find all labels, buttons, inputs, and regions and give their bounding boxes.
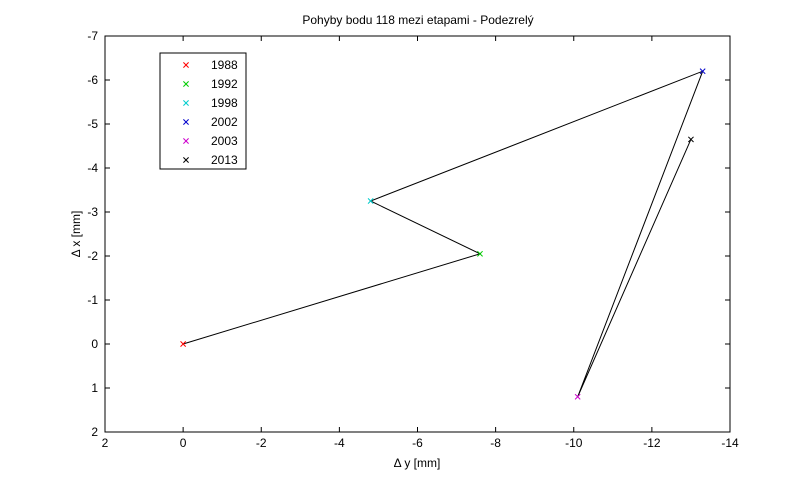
y-axis: -7 -6 -5 -4 -3 -2 -1 0 1 2 [87, 29, 730, 439]
markers [180, 68, 706, 400]
data-point-2003 [574, 393, 581, 400]
legend-marker-2003 [183, 138, 189, 144]
data-point-2002 [699, 68, 706, 75]
y-axis-label: Δ x [mm] [69, 211, 83, 258]
legend-label: 2002 [211, 115, 238, 129]
legend-label: 1998 [211, 96, 238, 110]
legend-label: 2003 [211, 134, 238, 148]
marker-stroke [180, 341, 187, 347]
data-point-2013 [687, 136, 694, 143]
y-tick-label: 2 [91, 425, 98, 439]
legend-marker-2013 [183, 157, 189, 163]
x-tick-label: 2 [102, 436, 109, 450]
legend: 1988 1992 1998 2002 2003 2013 [159, 52, 247, 170]
x-tick-label: -14 [721, 436, 739, 450]
y-tick-label: -4 [87, 161, 98, 175]
legend-marker-2002 [183, 119, 189, 125]
legend-label: 1988 [211, 58, 238, 72]
legend-marker-1992 [183, 81, 189, 87]
x-axis-label: Δ y [mm] [394, 456, 441, 470]
legend-marker-1998 [183, 100, 189, 106]
marker-stroke [477, 250, 483, 257]
marker-stroke [183, 100, 189, 106]
marker-stroke [574, 393, 581, 400]
data-point-1992 [477, 250, 483, 257]
legend-box [159, 52, 247, 170]
marker-stroke [699, 68, 706, 75]
marker-stroke [183, 81, 189, 87]
x-tick-label: -10 [565, 436, 583, 450]
x-tick-label: -12 [643, 436, 661, 450]
data-point-1988 [180, 341, 187, 347]
y-tick-label: 1 [91, 381, 98, 395]
x-tick-label: -6 [412, 436, 423, 450]
y-tick-label: -2 [87, 249, 98, 263]
marker-stroke [687, 136, 694, 143]
x-tick-label: -8 [490, 436, 501, 450]
chart-title: Pohyby bodu 118 mezi etapami - Podezrelý [302, 13, 533, 27]
y-tick-label: -1 [87, 293, 98, 307]
trajectory-line [182, 70, 704, 398]
marker-stroke [183, 138, 189, 144]
legend-marker-1988 [183, 62, 189, 68]
marker-stroke [367, 198, 374, 204]
legend-label: 1992 [211, 77, 238, 91]
y-tick-label: -6 [87, 73, 98, 87]
x-tick-label: -2 [256, 436, 267, 450]
trajectory [182, 70, 704, 398]
marker-stroke [183, 157, 189, 163]
y-tick-label: 0 [91, 337, 98, 351]
y-tick-label: -7 [87, 29, 98, 43]
legend-label: 2013 [211, 153, 238, 167]
y-tick-label: -5 [87, 117, 98, 131]
x-axis: 2 0 -2 -4 -6 -8 -10 -12 -14 [102, 36, 739, 450]
x-tick-label: 0 [180, 436, 187, 450]
x-tick-label: -4 [334, 436, 345, 450]
y-tick-label: -3 [87, 205, 98, 219]
marker-stroke [183, 119, 189, 125]
data-point-1998 [367, 198, 374, 204]
marker-stroke [183, 62, 189, 68]
